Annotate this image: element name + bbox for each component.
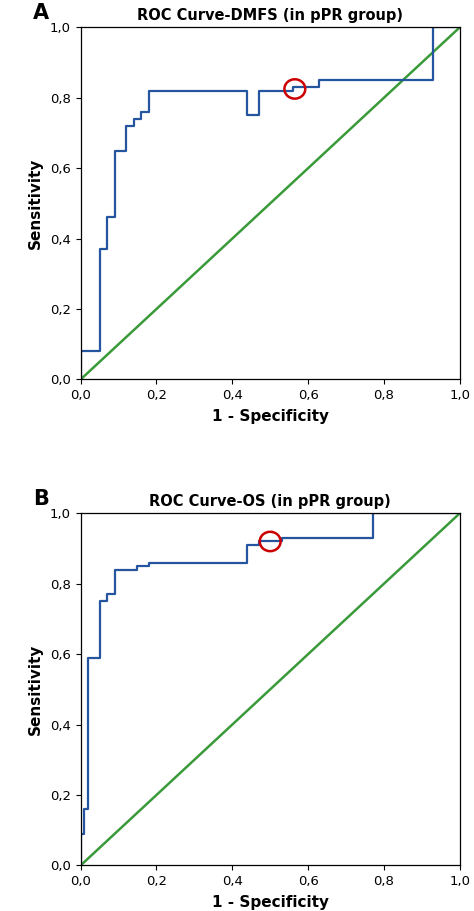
Title: ROC Curve-DMFS (in pPR group): ROC Curve-DMFS (in pPR group) bbox=[137, 8, 403, 24]
X-axis label: 1 - Specificity: 1 - Specificity bbox=[212, 409, 328, 425]
X-axis label: 1 - Specificity: 1 - Specificity bbox=[212, 896, 328, 910]
Text: B: B bbox=[33, 488, 49, 508]
Y-axis label: Sensitivity: Sensitivity bbox=[28, 644, 43, 735]
Y-axis label: Sensitivity: Sensitivity bbox=[28, 158, 43, 249]
Text: A: A bbox=[33, 3, 49, 23]
Title: ROC Curve-OS (in pPR group): ROC Curve-OS (in pPR group) bbox=[149, 495, 391, 509]
